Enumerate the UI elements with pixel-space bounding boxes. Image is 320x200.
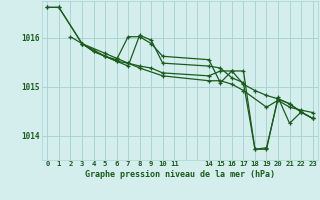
X-axis label: Graphe pression niveau de la mer (hPa): Graphe pression niveau de la mer (hPa) bbox=[85, 170, 275, 179]
